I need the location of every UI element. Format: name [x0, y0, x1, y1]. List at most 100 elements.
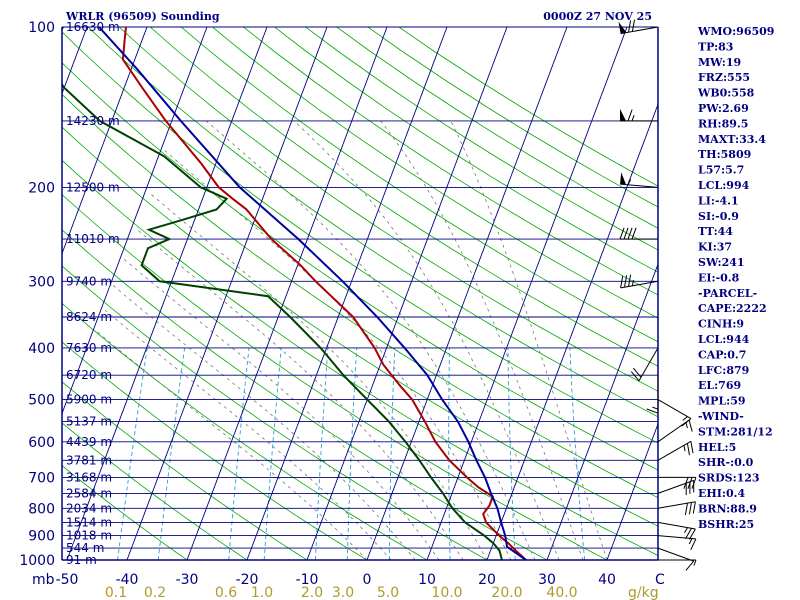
index-entry: LCL:994: [698, 179, 750, 192]
temperature-tick-label: -40: [116, 572, 139, 588]
mixing-ratio-line: [569, 347, 586, 560]
mixing-ratio-tick-label: 1.0: [251, 585, 273, 600]
temperature-tick-label: -10: [296, 572, 319, 588]
temperature-tick-label: 40: [598, 572, 616, 588]
wind-barb-feather: [684, 503, 688, 516]
wind-barb: [657, 547, 695, 571]
index-entry: LI:-4.1: [698, 194, 739, 207]
pressure-tick-label: 900: [28, 529, 55, 545]
index-entry: SI:-0.9: [698, 210, 739, 223]
height-label: 2034 m: [66, 501, 112, 515]
pressure-tick-label: 200: [28, 180, 55, 196]
moist-adiabat: [163, 149, 512, 560]
dry-adiabat: [62, 422, 248, 560]
sounding-traces: [62, 27, 527, 560]
height-label: 12500 m: [66, 180, 120, 194]
height-label: 11010 m: [66, 232, 120, 246]
height-label: 8624 m: [66, 310, 112, 324]
wind-barb-staff: [657, 521, 696, 530]
isotherm: [546, 262, 658, 560]
wind-barb-staff: [620, 26, 659, 35]
wind-barb: [657, 501, 696, 516]
dry-adiabat: [62, 341, 368, 560]
wind-barb-half-feather: [631, 279, 634, 286]
isotherm: [62, 27, 208, 415]
mixing-ratio-tick-label: 0.6: [215, 585, 237, 600]
wind-barb: [646, 375, 659, 414]
isotherm: [186, 27, 388, 560]
index-entry: PW:2.69: [698, 102, 749, 115]
wind-barbs: [618, 19, 697, 571]
moist-adiabat: [121, 256, 440, 560]
wind-barb-feather: [631, 227, 637, 240]
dry-adiabat: [304, 27, 658, 251]
wind-barb-staff: [657, 501, 696, 509]
index-entry: HEL:5: [698, 441, 736, 454]
height-label: 1514 m: [66, 515, 112, 529]
wind-barb: [620, 274, 659, 289]
mixing-ratio-line: [507, 347, 516, 560]
index-entry: CAP:0.7: [698, 348, 746, 361]
wind-barb-staff: [638, 347, 659, 382]
mixing-ratio-line: [315, 347, 329, 560]
height-label: 16630 m: [66, 20, 120, 34]
index-entry: SW:241: [698, 256, 745, 269]
index-entry: TT:44: [698, 225, 733, 238]
height-label: 3168 m: [66, 470, 112, 484]
wind-barb-feather: [685, 560, 695, 571]
wind-barb-feather: [630, 371, 640, 382]
moist-adiabat: [205, 120, 536, 560]
index-entry: STM:281/12: [698, 425, 773, 438]
isotherm: [366, 27, 568, 560]
dry-adiabat: [62, 381, 308, 560]
wind-barb: [618, 19, 659, 35]
wind-barb-feather: [690, 441, 694, 454]
dry-adiabat: [118, 27, 658, 392]
dry-adiabat: [180, 27, 658, 343]
height-label: 6720 m: [66, 368, 112, 382]
moist-adiabat: [104, 309, 392, 560]
pressure-tick-label: 300: [28, 274, 55, 290]
wind-barb: [619, 227, 658, 240]
wind-barb: [657, 419, 693, 443]
height-label: 5900 m: [66, 393, 112, 407]
temperature-tick-label: -30: [176, 572, 199, 588]
dry-adiabat: [149, 27, 658, 367]
index-entry: EHI:0.4: [698, 487, 745, 500]
wind-barb-feather: [627, 109, 633, 122]
isotherm: [306, 27, 508, 560]
mixing-ratio-tick-label: 0.2: [144, 585, 166, 600]
index-entry: -PARCEL-: [698, 287, 757, 300]
wind-barb: [657, 399, 692, 427]
dewpoint-trace: [62, 27, 503, 560]
mixing-ratio-tick-label: 0.1: [105, 585, 127, 600]
pressure-tick-label: 100: [28, 20, 55, 36]
index-entry: BSHR:25: [698, 518, 754, 531]
height-label: 7630 m: [66, 341, 112, 355]
isotherm: [606, 422, 658, 560]
index-entry: EI:-0.8: [698, 271, 740, 284]
mixing-ratio-tick-label: 40.0: [546, 585, 577, 600]
isotherm: [126, 27, 328, 560]
pressure-tick-label: 1000: [19, 553, 55, 569]
index-entry: SHR-:0.0: [698, 456, 754, 469]
mixing-ratio-line: [157, 347, 186, 560]
wind-barb-staff: [657, 479, 694, 494]
height-label: 14230 m: [66, 114, 120, 128]
pressure-tick-label: 400: [28, 341, 55, 357]
index-entry: TH:5809: [698, 148, 751, 161]
wind-barb-feather: [619, 227, 625, 240]
index-entry: MPL:59: [698, 395, 746, 408]
wind-barb-feather: [628, 20, 632, 33]
dry-adiabat: [211, 27, 658, 319]
height-label: 544 m: [66, 541, 104, 555]
wind-barb: [630, 347, 659, 382]
temperature-axis-label: C: [655, 572, 665, 588]
index-entry: LFC:879: [698, 364, 749, 377]
temperature-tick-label: 10: [418, 572, 436, 588]
wind-barb-feather: [628, 274, 632, 287]
dry-adiabat: [62, 31, 658, 444]
mixing-ratio-tick-label: 10.0: [431, 585, 462, 600]
wind-barb-half-feather: [631, 115, 635, 122]
